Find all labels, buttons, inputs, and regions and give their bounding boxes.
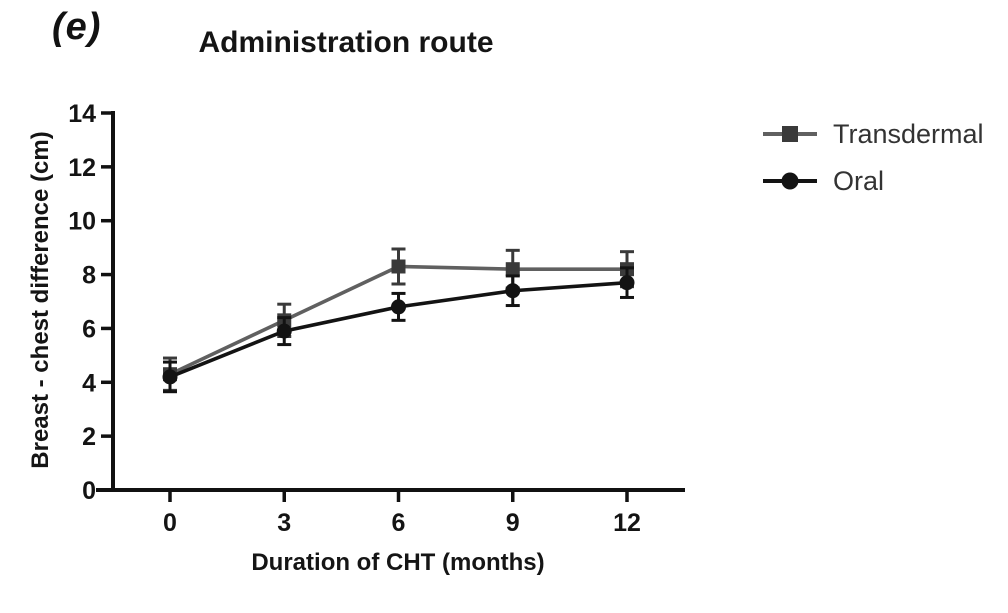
legend-label-transdermal: Transdermal bbox=[833, 118, 984, 149]
svg-text:9: 9 bbox=[506, 509, 520, 537]
legend-item-oral: Oral bbox=[762, 164, 984, 198]
svg-text:12: 12 bbox=[68, 154, 96, 182]
svg-text:3: 3 bbox=[277, 509, 291, 537]
chart-title: Administration route bbox=[198, 26, 494, 59]
oral-circle-marker-icon bbox=[763, 172, 817, 190]
svg-text:2: 2 bbox=[82, 423, 96, 451]
svg-text:6: 6 bbox=[392, 509, 406, 537]
svg-text:0: 0 bbox=[82, 477, 96, 505]
x-axis-label: Duration of CHT (months) bbox=[251, 549, 545, 576]
svg-text:14: 14 bbox=[68, 100, 96, 128]
svg-text:4: 4 bbox=[82, 369, 96, 397]
panel-label: (e) bbox=[52, 6, 102, 48]
svg-text:0: 0 bbox=[163, 509, 177, 537]
svg-text:6: 6 bbox=[82, 315, 96, 343]
transdermal-square-marker-icon bbox=[763, 126, 817, 142]
legend-item-transdermal: Transdermal bbox=[762, 117, 984, 151]
svg-text:10: 10 bbox=[68, 208, 96, 236]
legend: Transdermal Oral bbox=[762, 117, 984, 198]
legend-label-oral: Oral bbox=[833, 165, 885, 196]
svg-text:8: 8 bbox=[82, 262, 96, 290]
svg-text:12: 12 bbox=[613, 509, 641, 537]
